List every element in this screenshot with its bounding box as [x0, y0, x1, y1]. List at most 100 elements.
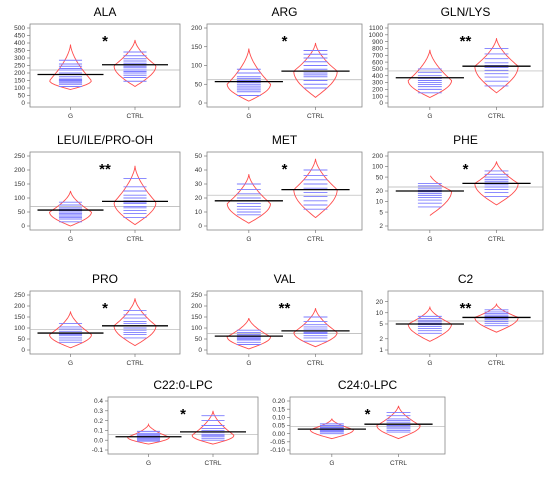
panel-phe: PHE * 2 5 10 20 50 100 200 G CTRL [372, 133, 544, 243]
chart-title: ALA [94, 5, 117, 19]
significance-marker: * [463, 161, 469, 178]
bean-ctrl [474, 302, 519, 333]
panel-gln-lys: GLN/LYS ** 0100200300400500600700800900100… [369, 5, 544, 120]
bean-g [226, 317, 272, 350]
y-tick-label: 10 [195, 209, 203, 216]
bean-g [429, 175, 452, 216]
significance-marker: * [282, 33, 288, 50]
y-tick-label: -0.1 [92, 447, 104, 454]
x-tick-label: CTRL [307, 113, 324, 120]
y-tick-label: 400 [372, 73, 383, 80]
significance-marker: ** [99, 161, 111, 178]
bean-g [226, 174, 271, 224]
x-tick-label: G [427, 113, 432, 120]
y-tick-label: 0.05 [272, 423, 285, 430]
y-tick-label: 0.3 [94, 408, 103, 415]
significance-marker: * [180, 406, 186, 423]
chart-title: ARG [271, 5, 297, 19]
x-tick-label: CTRL [127, 113, 144, 120]
y-tick-label: 0.20 [272, 398, 285, 405]
bean-g [127, 422, 170, 445]
panel-arg: ARG * 0 50 100 150 200 G CTRL [191, 5, 363, 120]
y-tick-label: 150 [14, 314, 25, 321]
bean-ctrl [113, 165, 157, 226]
chart-title: MET [272, 133, 298, 147]
x-tick-label: CTRL [307, 236, 324, 243]
y-tick-label: 0 [198, 223, 202, 230]
plot-frame [387, 290, 544, 355]
x-tick-label: G [68, 360, 73, 367]
significance-marker: ** [279, 300, 291, 317]
x-tick-label: CTRL [488, 113, 505, 120]
x-tick-label: CTRL [488, 236, 505, 243]
significance-marker: * [102, 300, 108, 317]
y-tick-label: 250 [14, 153, 25, 160]
significance-marker: * [282, 161, 288, 178]
bean-ctrl [113, 298, 157, 347]
y-tick-label: 200 [14, 70, 25, 77]
bean-ctrl [293, 42, 338, 98]
chart-title: GLN/LYS [441, 5, 491, 19]
bean-ctrl [376, 405, 421, 440]
panel-pro: PRO * 0 50 100 150 200 250 G CTRL [14, 272, 181, 367]
panel-met: MET * 0 10 20 30 40 50 G CTRL [195, 133, 363, 243]
y-tick-label: 50 [195, 336, 203, 343]
significance-marker: ** [460, 33, 472, 50]
chart-title: PHE [453, 133, 478, 147]
y-tick-label: 20 [376, 299, 384, 306]
y-tick-label: 50 [195, 153, 203, 160]
y-tick-label: 0 [198, 100, 202, 107]
y-tick-label: 200 [191, 303, 202, 310]
y-tick-label: 0 [198, 347, 202, 354]
plot-frame [29, 151, 181, 231]
y-tick-label: 150 [191, 44, 202, 51]
bean-g [49, 311, 92, 349]
significance-marker: * [102, 33, 108, 50]
chart-title: PRO [92, 272, 118, 286]
x-tick-label: CTRL [390, 460, 407, 467]
x-tick-label: G [329, 460, 334, 467]
y-tick-label: 5 [379, 209, 383, 216]
bean-g [309, 417, 354, 440]
y-tick-label: 30 [195, 181, 203, 188]
significance-marker: ** [460, 300, 472, 317]
y-tick-label: 50 [195, 81, 203, 88]
x-tick-label: G [246, 236, 251, 243]
y-tick-label: 200 [14, 167, 25, 174]
panel-val: VAL ** 0 50 100 150 200 250 G CTRL [191, 272, 363, 367]
bean-ctrl [474, 38, 519, 94]
y-tick-label: 10 [376, 310, 384, 317]
panel-c24-0-lpc: C24:0-LPC * -0.10-0.050.000.050.10 0.150.20… [270, 378, 446, 467]
y-tick-label: 500 [372, 66, 383, 73]
y-tick-label: 100 [191, 325, 202, 332]
y-tick-label: 20 [195, 195, 203, 202]
x-tick-label: G [146, 460, 151, 467]
plot-frame [206, 151, 363, 231]
y-tick-label: 200 [14, 303, 25, 310]
y-tick-label: 2 [379, 336, 383, 343]
y-tick-label: 300 [372, 80, 383, 87]
y-tick-label: 10 [376, 199, 384, 206]
y-tick-label: 900 [372, 39, 383, 46]
chart-title: C2 [458, 272, 474, 286]
y-tick-label: 1 [379, 347, 383, 354]
y-tick-label: 300 [14, 55, 25, 62]
y-tick-label: 40 [195, 167, 203, 174]
y-tick-label: 20 [376, 188, 384, 195]
bean-ctrl [474, 161, 519, 206]
y-tick-label: 1100 [369, 25, 383, 32]
y-tick-label: 350 [14, 48, 25, 55]
y-tick-label: 0.1 [94, 428, 103, 435]
chart-title: C24:0-LPC [338, 378, 398, 392]
panel-c22-0-lpc: C22:0-LPC * -0.1 0.0 0.1 0.2 0.3 0.4 G CTRL [92, 378, 259, 467]
bean-g [48, 190, 93, 227]
y-tick-label: 0 [21, 223, 25, 230]
y-tick-label: 600 [372, 59, 383, 66]
y-tick-label: 0 [379, 100, 383, 107]
x-tick-label: CTRL [127, 236, 144, 243]
significance-marker: * [365, 406, 371, 423]
y-tick-label: 100 [14, 195, 25, 202]
y-tick-label: 100 [372, 164, 383, 171]
